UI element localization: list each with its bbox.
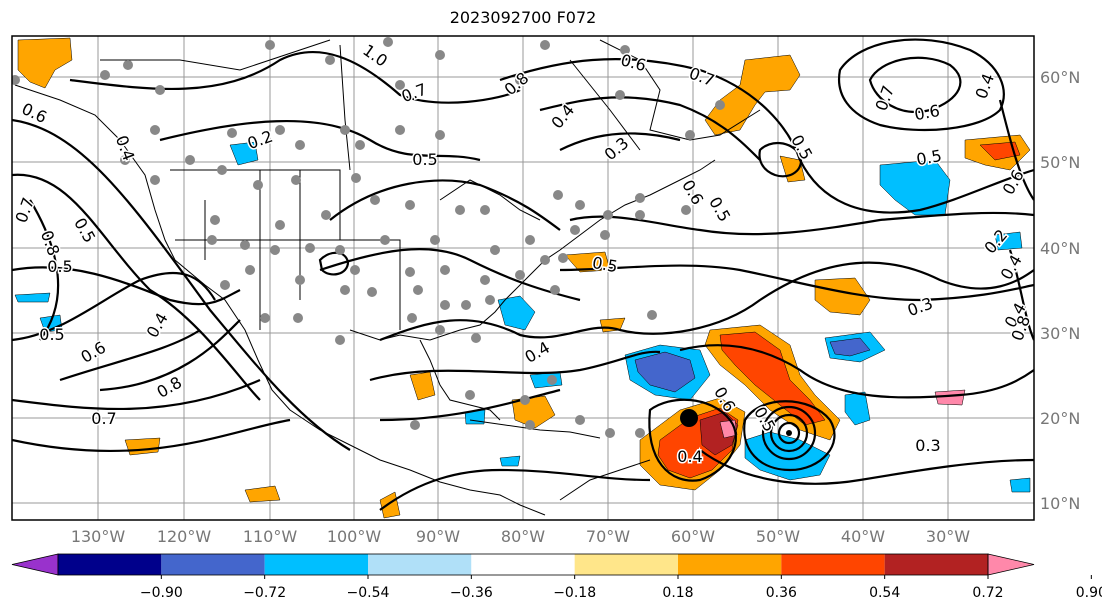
colorbar-ticks: −0.90 −0.72 −0.54 −0.36 −0.18 0.18 0.36 0.54 0.7… — [140, 575, 1102, 601]
colorbar-tick-label: 0.36 — [766, 585, 797, 601]
colorbar-tick-label: −0.36 — [450, 585, 493, 601]
colorbar-segment — [781, 554, 885, 575]
colorbar-segment — [471, 554, 575, 575]
colorbar — [11, 553, 1035, 576]
contour-label: 0.5 — [39, 325, 64, 344]
lon-label: 50°W — [756, 527, 800, 546]
contour-label: 0.3 — [915, 436, 940, 455]
colorbar-tick-label: −0.72 — [243, 585, 286, 601]
colorbar-tick-label: −0.90 — [140, 585, 183, 601]
colorbar-tick-label: 0.18 — [662, 585, 693, 601]
colorbar-segment — [884, 554, 988, 575]
lat-label: 10°N — [1040, 494, 1080, 513]
lon-label: 80°W — [501, 527, 545, 546]
lon-label: 30°W — [926, 527, 970, 546]
map-title: 2023092700 F072 — [449, 8, 597, 27]
lat-label: 60°N — [1040, 68, 1080, 87]
colorbar-segment — [58, 554, 162, 575]
colorbar-outline — [57, 553, 989, 576]
station-dots — [12, 37, 725, 438]
low-center-marker — [786, 430, 792, 436]
lon-label: 60°W — [671, 527, 715, 546]
contour-label: 0.5 — [47, 257, 72, 276]
colorbar-tick-label: −0.54 — [347, 585, 390, 601]
colorbar-segment — [368, 554, 472, 575]
contour-label: 0.7 — [91, 409, 116, 428]
coastlines — [14, 39, 761, 516]
colorbar-tick-label: 0.54 — [869, 585, 900, 601]
lon-label: 40°W — [841, 527, 885, 546]
storm-center-marker — [680, 409, 698, 427]
lat-label: 50°N — [1040, 153, 1080, 172]
lat-label: 20°N — [1040, 409, 1080, 428]
contour-label: 0.4 — [677, 447, 702, 466]
colorbar-extend-min — [11, 553, 59, 576]
longitude-axis: 130°W 120°W 110°W 100°W 90°W 80°W 70°W 60°W 50°W… — [71, 527, 970, 546]
colorbar-tick-label: 0.90 — [1076, 585, 1102, 601]
lat-label: 40°N — [1040, 239, 1080, 258]
contour-lines — [12, 38, 1034, 511]
colorbar-segment — [574, 554, 678, 575]
contour-label: 0.6 — [913, 101, 941, 124]
lon-label: 110°W — [243, 527, 298, 546]
colorbar-segment — [264, 554, 368, 575]
colorbar-tick-label: −0.18 — [553, 585, 596, 601]
lon-label: 90°W — [416, 527, 460, 546]
lat-label: 30°N — [1040, 324, 1080, 343]
colorbar-segment — [678, 554, 782, 575]
lon-label: 100°W — [327, 527, 382, 546]
colorbar-tick-label: 0.72 — [972, 585, 1003, 601]
contour-label: 0.5 — [412, 150, 437, 169]
lon-label: 70°W — [586, 527, 630, 546]
colorbar-extend-max — [987, 553, 1035, 576]
latitude-axis: 60°N 50°N 40°N 30°N 20°N 10°N — [1040, 68, 1080, 513]
colorbar-segment — [161, 554, 265, 575]
lon-label: 120°W — [157, 527, 212, 546]
map-frame — [11, 35, 1035, 521]
lon-label: 130°W — [71, 527, 126, 546]
